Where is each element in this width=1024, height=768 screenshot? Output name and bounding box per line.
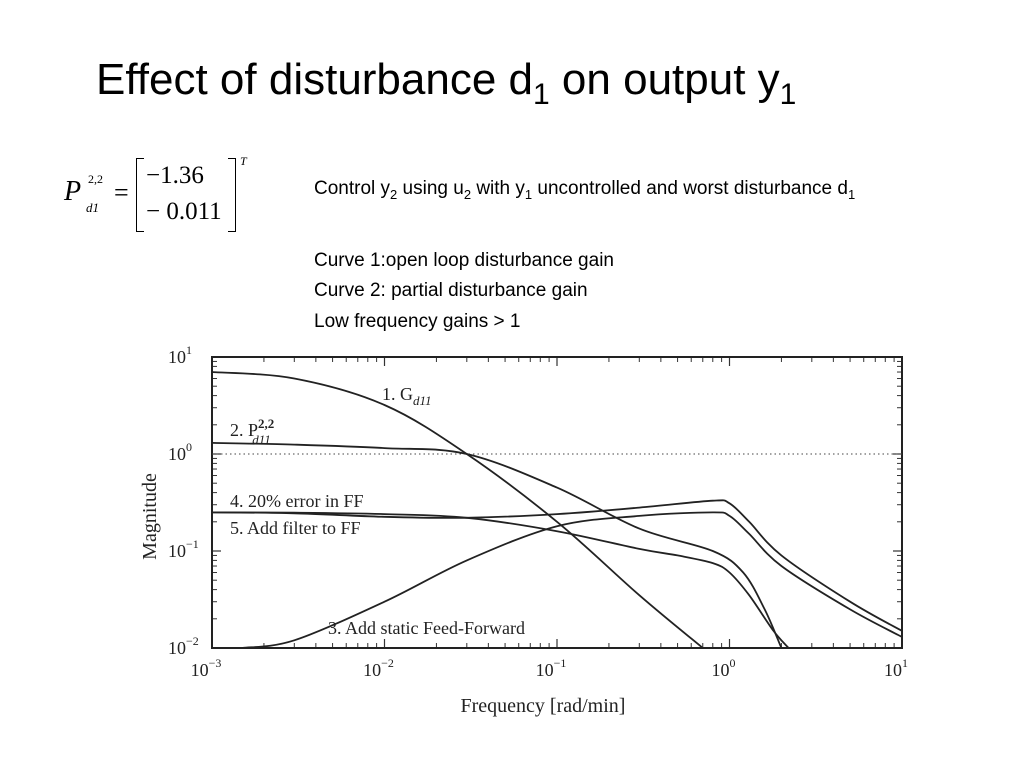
matrix-entry-1: −1.36 bbox=[146, 162, 204, 189]
curve-label-5: 5. Add filter to FF bbox=[230, 518, 361, 538]
matrix-symbol: P 2,2 d1 bbox=[64, 172, 103, 215]
curve1-note: Curve 1:open loop disturbance gain bbox=[314, 250, 614, 271]
transpose-mark: T bbox=[240, 154, 247, 168]
title-sub-1: 1 bbox=[533, 77, 550, 111]
x-axis-label: Frequency [rad/min] bbox=[461, 695, 626, 717]
x-tick-label: 10−2 bbox=[363, 656, 394, 680]
series-2-pd11 bbox=[212, 442, 783, 648]
matrix-subscript: d1 bbox=[86, 200, 99, 215]
curve-label-4: 4. 20% error in FF bbox=[230, 491, 364, 511]
y-tick-label: 10−1 bbox=[168, 537, 199, 561]
slide-title: Effect of disturbance d1 on output y1 bbox=[96, 58, 796, 110]
y-axis-label: Magnitude bbox=[139, 473, 161, 560]
matrix-bracket-left bbox=[136, 158, 144, 232]
curve-label-3: 3. Add static Feed-Forward bbox=[328, 618, 525, 638]
title-main: Effect of disturbance d bbox=[96, 55, 534, 104]
matrix-superscript: 2,2 bbox=[88, 172, 103, 186]
y-tick-label: 10−2 bbox=[168, 634, 199, 658]
curve2-note: Curve 2: partial disturbance gain bbox=[314, 280, 588, 301]
y-tick-label: 101 bbox=[168, 343, 192, 367]
series-5-ff-filter bbox=[212, 511, 790, 648]
magnitude-chart: 10−3 10−2 10−1 100 101 10−2 10−1 100 101 1. Gd11 2… bbox=[120, 330, 930, 730]
disturbance-matrix-equation: P 2,2 d1 = −1.36 − 0.011 T bbox=[60, 154, 270, 238]
equals-sign: = bbox=[114, 178, 129, 207]
y-tick-label: 100 bbox=[168, 440, 192, 464]
title-sub-2: 1 bbox=[779, 77, 797, 111]
title-mid: on output y bbox=[549, 55, 780, 104]
curve-label-1: 1. Gd11 bbox=[382, 384, 432, 408]
x-tick-label: 10−3 bbox=[191, 656, 222, 680]
matrix-bracket-right bbox=[228, 158, 236, 232]
low-frequency-note: Low frequency gains > 1 bbox=[314, 311, 521, 332]
series-3-static-feedforward bbox=[242, 511, 902, 648]
control-note: Control y2 using u2 with y1 uncontrolled… bbox=[314, 178, 856, 202]
series-4-ff-error bbox=[212, 499, 902, 632]
plot-frame bbox=[211, 356, 903, 649]
x-tick-label: 100 bbox=[712, 656, 736, 680]
x-tick-label: 101 bbox=[884, 656, 908, 680]
x-tick-label: 10−1 bbox=[536, 656, 567, 680]
curve-label-2: 2. P2,2 d11 bbox=[230, 416, 274, 447]
matrix-entry-2: − 0.011 bbox=[146, 198, 222, 225]
